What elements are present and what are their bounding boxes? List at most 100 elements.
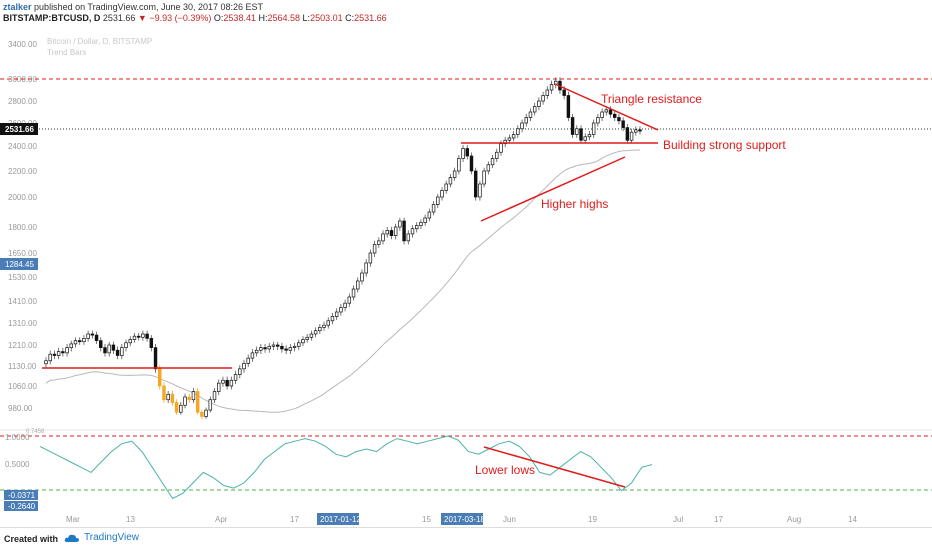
time-axis-label: Apr xyxy=(215,515,228,524)
close-value: 2531.66 xyxy=(354,13,387,23)
candle-body xyxy=(56,351,61,356)
candle-body xyxy=(107,344,111,354)
candle-body xyxy=(465,148,469,157)
candle-body xyxy=(90,333,95,336)
price-axis-label: 2000.00 xyxy=(8,193,37,202)
triangle-resistance-line xyxy=(554,83,659,131)
candle-body xyxy=(562,89,566,96)
candle-body xyxy=(309,333,314,338)
candle-body xyxy=(629,131,634,141)
candle-body xyxy=(461,148,465,159)
price-axis-label: 1060.00 xyxy=(8,382,37,391)
candle-body xyxy=(263,347,267,350)
candle-body xyxy=(575,128,579,135)
osc-level-label: 0.7458 xyxy=(26,429,45,435)
tradingview-brand: TradingView xyxy=(84,532,140,543)
candle-body xyxy=(499,143,503,153)
candle-body xyxy=(339,307,343,313)
candle-body xyxy=(389,230,394,237)
candle-body xyxy=(318,327,322,332)
time-axis-label: Aug xyxy=(787,515,801,524)
last-price: 2531.66 xyxy=(102,13,136,23)
candle-body xyxy=(511,134,516,139)
candle-body xyxy=(162,385,166,401)
down-arrow-icon: ▼ xyxy=(137,13,147,23)
tradingview-logo[interactable]: TradingView xyxy=(64,532,139,543)
high-label: H: xyxy=(258,13,268,23)
candle-body xyxy=(322,324,326,328)
candle-body xyxy=(330,316,335,322)
moving-average-line xyxy=(45,149,641,413)
candle-body xyxy=(132,335,137,340)
candle-body xyxy=(482,170,486,185)
candle-body xyxy=(179,404,183,413)
candle-body xyxy=(495,151,499,159)
current-price-marker xyxy=(0,123,38,135)
time-axis-label: Jun xyxy=(503,515,516,524)
candle-body xyxy=(297,342,301,347)
price-axis-label: 1650.00 xyxy=(8,249,37,258)
candle-body xyxy=(292,345,297,348)
current-price-marker-text: 2531.66 xyxy=(5,125,34,134)
candle-body xyxy=(583,136,587,141)
candle-body xyxy=(229,379,234,387)
time-axis-label: 15 xyxy=(422,515,431,524)
price-axis-label: 1800.00 xyxy=(8,223,37,232)
candle-body xyxy=(44,360,48,365)
created-with-label: Created with xyxy=(4,534,59,544)
building-support-label: Building strong support xyxy=(663,138,786,152)
candle-body xyxy=(457,158,461,172)
candle-body xyxy=(406,233,411,242)
candle-body xyxy=(275,344,280,347)
candle-body xyxy=(473,170,478,198)
candle-body xyxy=(305,336,309,340)
time-axis-label: 19 xyxy=(588,515,597,524)
author-name[interactable]: ztalker xyxy=(3,2,32,12)
watermark-title: Bitcoin / Dollar, D, BITSTAMP xyxy=(47,37,152,46)
price-axis-label: 2200.00 xyxy=(8,167,37,176)
candle-body xyxy=(351,288,356,298)
candle-body xyxy=(410,228,415,235)
candle-body xyxy=(549,84,554,91)
candle-body xyxy=(233,374,238,381)
candle-body xyxy=(313,330,318,335)
candle-body xyxy=(86,333,90,339)
candle-body xyxy=(99,340,103,348)
candle-body xyxy=(347,296,352,304)
candle-body xyxy=(372,243,377,254)
candle-body xyxy=(65,347,69,354)
candle-body xyxy=(334,311,339,317)
candle-body xyxy=(183,396,187,406)
candle-body xyxy=(591,122,596,135)
price-axis-label: 1410.00 xyxy=(8,297,37,306)
high-value: 2564.58 xyxy=(267,13,301,23)
candle-body xyxy=(444,183,448,191)
candle-body xyxy=(545,89,550,96)
candle-body xyxy=(69,343,73,348)
candle-body xyxy=(221,379,225,384)
candle-body xyxy=(191,391,196,401)
candle-body xyxy=(61,351,65,354)
candle-body xyxy=(166,393,170,401)
candle-body xyxy=(419,222,423,226)
price-axis[interactable]: 3400.003000.002800.002600.002400.002200.… xyxy=(8,40,37,413)
candle-body xyxy=(187,396,191,401)
candle-body xyxy=(579,128,583,141)
price-axis-label: 1130.00 xyxy=(8,362,37,371)
candle-body xyxy=(120,347,124,356)
candle-body xyxy=(520,122,524,130)
candle-body xyxy=(625,127,630,141)
osc-axis-label-2: 0.5000 xyxy=(5,460,30,469)
candle-body xyxy=(111,344,116,351)
candle-body xyxy=(427,211,432,219)
candle-body xyxy=(212,391,217,401)
candle-body xyxy=(385,230,389,235)
candle-body xyxy=(634,129,638,133)
candle-body xyxy=(541,95,545,102)
candle-body xyxy=(587,134,592,138)
time-axis[interactable]: Mar 13 Apr 17 15 Jun 19 Jul 17 Aug 14 xyxy=(66,515,857,524)
candle-body xyxy=(124,342,128,348)
candle-body xyxy=(204,409,208,417)
candle-body xyxy=(368,252,373,264)
price-chart[interactable]: Bitcoin / Dollar, D, BITSTAMP Trend Bars… xyxy=(0,0,932,527)
